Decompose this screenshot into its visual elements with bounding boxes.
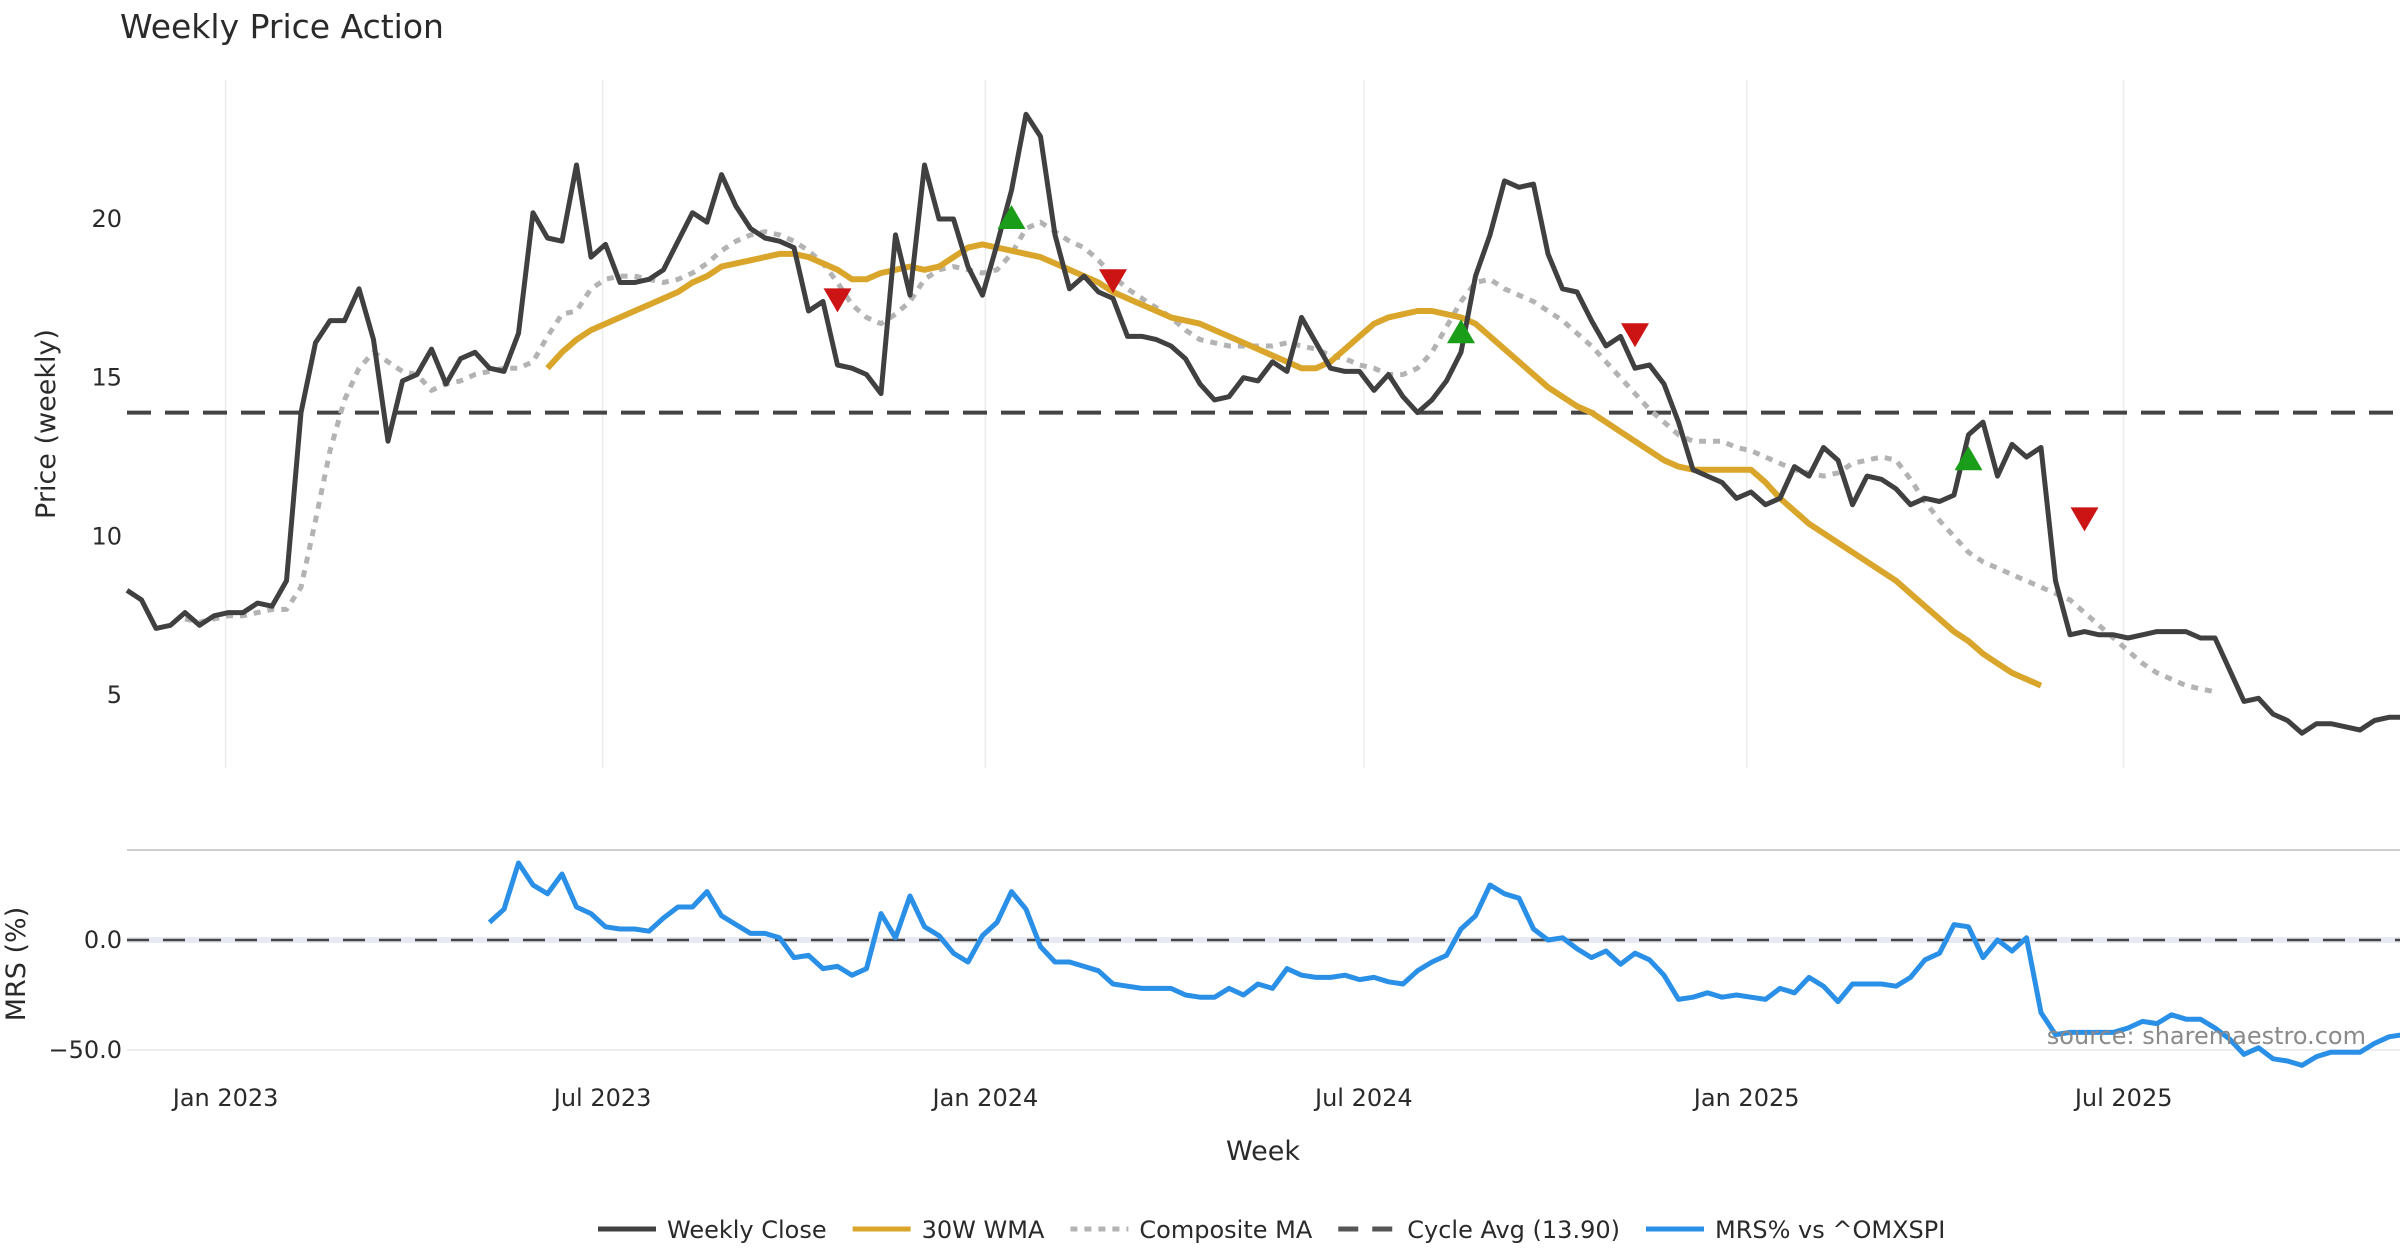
price-y-ticks: 5 10 15 20 (91, 205, 122, 709)
x-tick-label: Jan 2024 (931, 1084, 1039, 1112)
legend-item-label: Weekly Close (667, 1216, 827, 1244)
x-axis-label: Week (1226, 1136, 1300, 1167)
chart-title: Weekly Price Action (120, 7, 444, 46)
buy-signal-marker (1954, 446, 1983, 471)
source-watermark: source: sharemaestro.com (2047, 1022, 2366, 1050)
price-y-tick-label: 15 (91, 364, 122, 392)
legend-item-label: MRS% vs ^OMXSPI (1715, 1216, 1945, 1244)
legend-item-label: 30W WMA (922, 1216, 1045, 1244)
buy-signal-marker (997, 205, 1026, 229)
sell-signal-marker (1621, 323, 1649, 348)
x-tick-label: Jan 2025 (1692, 1084, 1800, 1112)
price-y-tick-label: 20 (91, 205, 122, 233)
legend: Weekly Close 30W WMA Composite MA Cycle Avg… (598, 1216, 1945, 1244)
x-tick-label: Jan 2023 (171, 1084, 279, 1112)
price-gridlines (224, 80, 2125, 768)
sell-signal-marker (1099, 269, 1127, 294)
price-series-group (125, 111, 2400, 736)
mrs-line (487, 860, 2400, 1068)
sell-signal-marker (823, 288, 852, 313)
weekly-close-line (125, 111, 2400, 736)
mrs-y-tick-label: −50.0 (48, 1036, 122, 1064)
x-tick-label: Jul 2023 (552, 1084, 652, 1112)
signal-markers (823, 205, 2099, 532)
x-ticks: Jan 2023 Jul 2023 Jan 2024 Jul 2024 Jan 2025… (171, 1084, 2173, 1112)
mrs-y-tick-label: 0.0 (84, 926, 122, 954)
x-tick-label: Jul 2024 (1313, 1084, 1413, 1112)
sell-signal-marker (2070, 507, 2099, 532)
price-y-tick-label: 10 (91, 522, 122, 550)
x-tick-label: Jul 2025 (2073, 1084, 2173, 1112)
composite-ma-line (184, 219, 2216, 695)
price-y-tick-label: 5 (107, 681, 122, 709)
mrs-y-ticks: −50.0 0.0 (48, 926, 122, 1064)
mrs-y-axis-label: MRS (%) (1, 907, 32, 1022)
mrs-series-group (487, 860, 2400, 1068)
legend-item-label: Cycle Avg (13.90) (1407, 1216, 1620, 1244)
price-y-axis-label: Price (weekly) (31, 329, 62, 519)
legend-item-label: Composite MA (1139, 1216, 1312, 1244)
buy-signal-marker (1447, 319, 1475, 344)
